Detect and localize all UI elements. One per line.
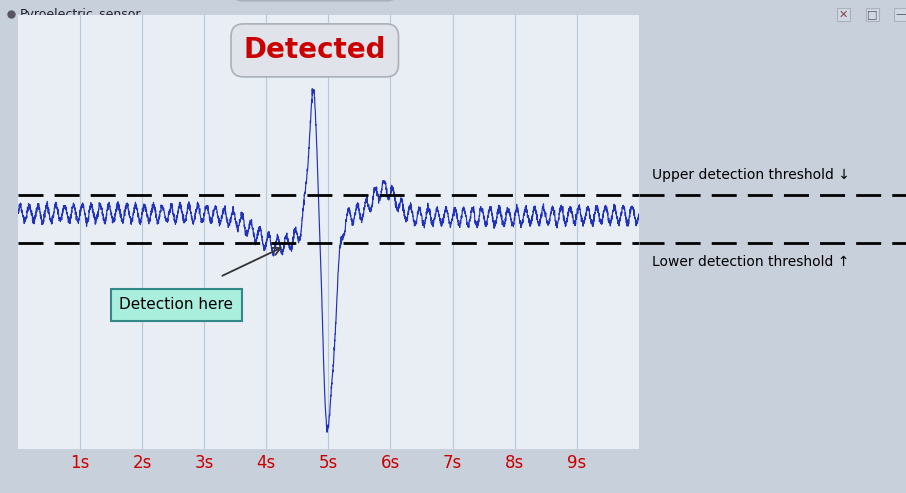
Text: Detected: Detected — [244, 0, 386, 46]
Text: ✕: ✕ — [839, 9, 848, 19]
Text: Lower detection threshold ↑: Lower detection threshold ↑ — [652, 255, 850, 269]
Text: Detection here: Detection here — [120, 297, 234, 313]
Text: —: — — [896, 9, 906, 19]
Text: Pyroelectric_sensor: Pyroelectric_sensor — [20, 8, 141, 21]
Text: □: □ — [867, 9, 878, 19]
Text: Detected: Detected — [244, 36, 386, 65]
Text: Upper detection threshold ↓: Upper detection threshold ↓ — [652, 168, 850, 182]
